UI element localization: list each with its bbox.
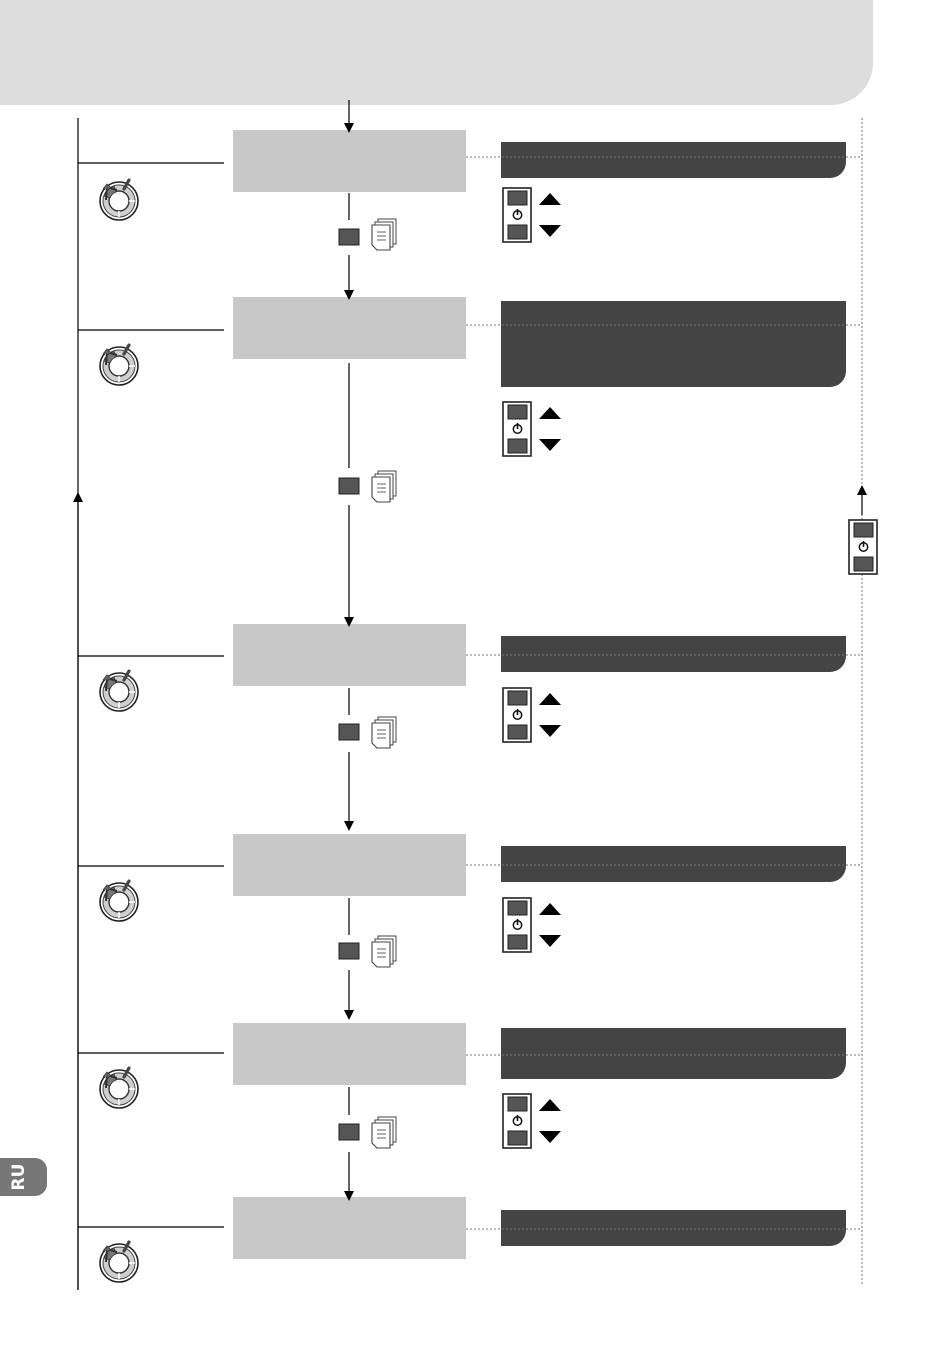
square-button-icon[interactable] — [338, 477, 360, 495]
page-header — [0, 0, 873, 105]
power-button-group[interactable] — [502, 1093, 532, 1149]
triangle-up-icon — [539, 903, 561, 915]
step-box-1 — [233, 130, 466, 192]
square-button-icon[interactable] — [338, 228, 360, 246]
document-icon — [371, 1116, 397, 1149]
triangle-down-icon — [539, 225, 561, 237]
rotary-dial-icon — [98, 669, 140, 713]
power-button-group[interactable] — [502, 401, 532, 457]
rotary-dial-icon — [98, 1240, 140, 1284]
power-button-group[interactable] — [502, 187, 532, 243]
document-icon — [371, 716, 397, 749]
display-banner-5 — [501, 1028, 846, 1079]
rotary-dial-icon — [98, 178, 140, 222]
rotary-dial-icon — [98, 879, 140, 923]
document-icon — [371, 218, 397, 251]
triangle-up-icon — [539, 193, 561, 205]
step-box-6 — [233, 1197, 466, 1259]
display-banner-1 — [501, 142, 846, 178]
triangle-up-icon — [539, 1099, 561, 1111]
triangle-up-icon — [539, 407, 561, 419]
step-box-2 — [233, 297, 466, 359]
document-icon — [371, 935, 397, 968]
triangle-down-icon — [539, 935, 561, 947]
rotary-dial-icon — [98, 343, 140, 387]
square-button-icon[interactable] — [338, 723, 360, 741]
power-button-group[interactable] — [502, 687, 532, 743]
triangle-down-icon — [539, 439, 561, 451]
display-banner-2 — [501, 301, 846, 387]
step-box-5 — [233, 1023, 466, 1085]
triangle-down-icon — [539, 1131, 561, 1143]
display-banner-4 — [501, 846, 846, 882]
step-box-3 — [233, 624, 466, 686]
square-button-icon[interactable] — [338, 1123, 360, 1141]
display-banner-3 — [501, 636, 846, 672]
language-tab[interactable]: RU — [0, 1158, 47, 1196]
triangle-up-icon — [539, 693, 561, 705]
power-button-group[interactable] — [502, 897, 532, 953]
rotary-dial-icon — [98, 1066, 140, 1110]
document-icon — [371, 470, 397, 503]
square-button-icon[interactable] — [338, 942, 360, 960]
return-button-group[interactable] — [848, 519, 878, 575]
triangle-down-icon — [539, 725, 561, 737]
display-banner-6 — [501, 1210, 846, 1246]
step-box-4 — [233, 834, 466, 896]
